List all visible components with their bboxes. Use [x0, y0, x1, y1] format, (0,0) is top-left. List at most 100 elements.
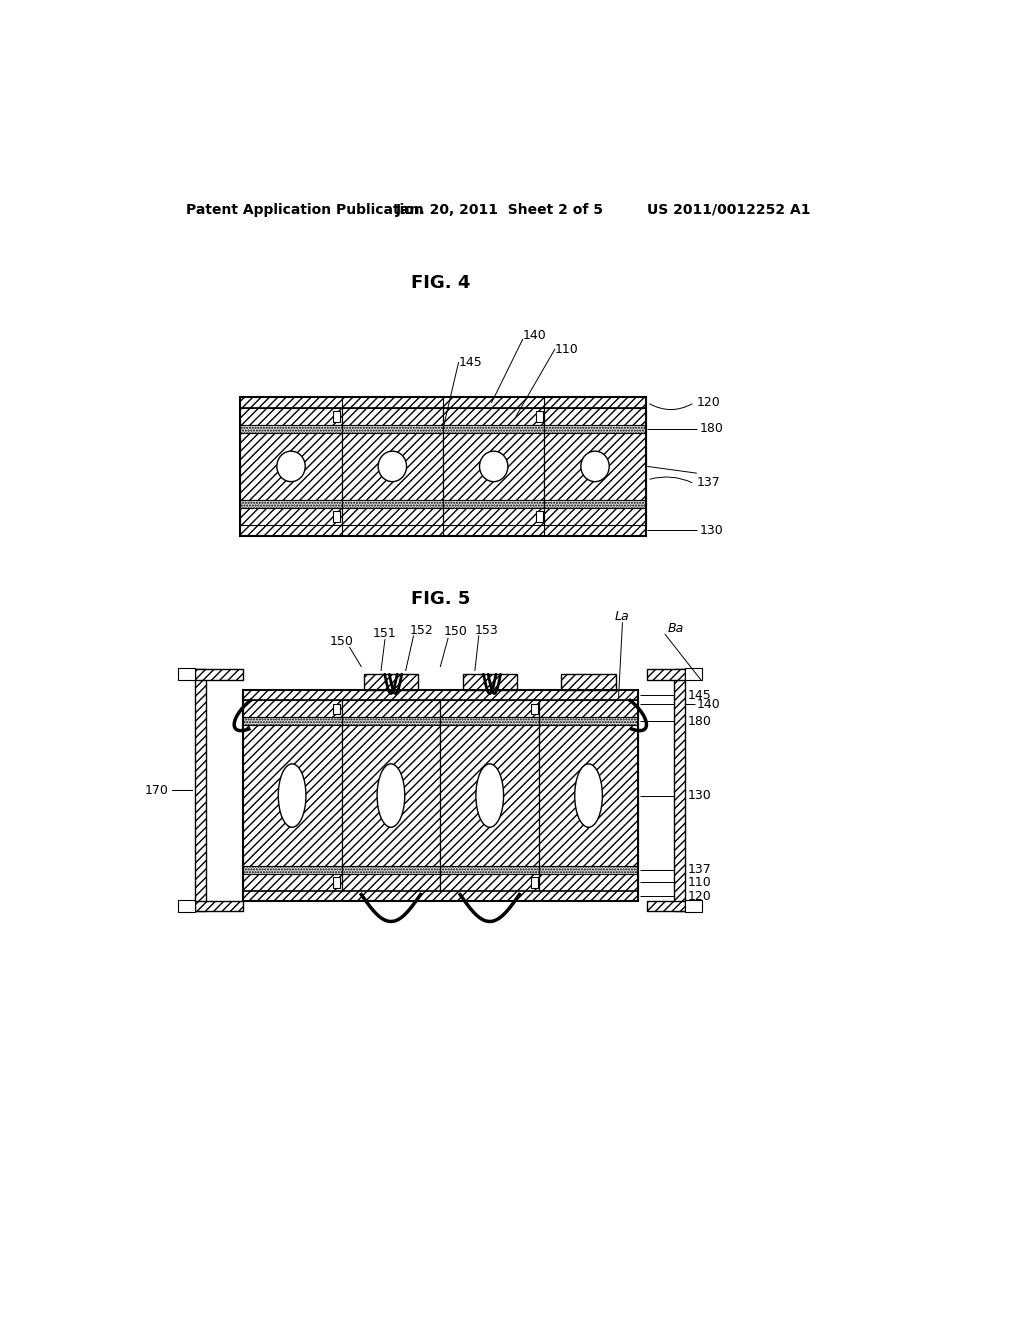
Bar — [647, 900, 685, 911]
Bar — [440, 866, 540, 874]
Bar — [342, 500, 443, 508]
Bar — [342, 701, 440, 718]
Ellipse shape — [377, 764, 404, 828]
Text: Jan. 20, 2011  Sheet 2 of 5: Jan. 20, 2011 Sheet 2 of 5 — [395, 203, 603, 216]
Text: 140: 140 — [522, 329, 547, 342]
Bar — [561, 675, 615, 689]
Bar — [342, 408, 443, 425]
Bar — [463, 675, 517, 689]
Text: 170: 170 — [144, 784, 168, 797]
Bar — [241, 508, 342, 525]
Bar — [545, 500, 646, 508]
Text: 137: 137 — [697, 475, 721, 488]
Text: 110: 110 — [555, 343, 579, 356]
Bar — [333, 511, 340, 521]
Bar — [443, 408, 545, 425]
Bar — [443, 508, 545, 525]
Text: 120: 120 — [687, 890, 712, 903]
Ellipse shape — [276, 451, 305, 482]
Bar — [364, 675, 418, 689]
Text: 140: 140 — [697, 698, 721, 711]
Text: FIG. 4: FIG. 4 — [411, 275, 470, 292]
Bar — [241, 408, 342, 425]
Bar — [243, 866, 342, 874]
Ellipse shape — [574, 764, 602, 828]
Bar — [443, 433, 545, 500]
Text: 150: 150 — [330, 635, 354, 648]
Bar — [342, 725, 440, 866]
Bar — [241, 525, 646, 536]
Bar — [540, 718, 638, 725]
Bar — [243, 874, 342, 891]
Bar — [243, 689, 638, 701]
Bar — [243, 891, 638, 902]
Bar — [178, 900, 196, 912]
Bar — [443, 500, 545, 508]
Text: La: La — [614, 610, 630, 623]
Text: 180: 180 — [687, 714, 712, 727]
Ellipse shape — [476, 764, 504, 828]
Bar — [440, 718, 540, 725]
Ellipse shape — [378, 451, 407, 482]
Bar — [241, 425, 342, 433]
Bar — [530, 704, 538, 714]
Text: 120: 120 — [697, 396, 721, 409]
Bar — [536, 511, 543, 521]
Bar — [540, 701, 638, 718]
Bar — [196, 669, 243, 680]
Text: 152: 152 — [410, 624, 433, 638]
Text: Ba: Ba — [668, 622, 684, 635]
Text: US 2011/0012252 A1: US 2011/0012252 A1 — [647, 203, 811, 216]
Bar — [241, 397, 646, 536]
Text: 151: 151 — [373, 627, 396, 640]
Bar — [342, 508, 443, 525]
Bar — [545, 433, 646, 500]
Bar — [178, 668, 196, 681]
Bar — [675, 669, 685, 911]
Text: 145: 145 — [459, 356, 482, 370]
Text: 137: 137 — [687, 863, 712, 876]
Bar — [540, 725, 638, 866]
Text: 150: 150 — [443, 626, 468, 639]
Bar — [241, 500, 342, 508]
Bar — [685, 668, 702, 681]
Text: 180: 180 — [699, 422, 723, 436]
Bar — [342, 433, 443, 500]
Bar — [536, 411, 543, 422]
Bar — [647, 669, 685, 680]
Bar — [333, 704, 340, 714]
Bar — [530, 876, 538, 887]
Bar — [440, 725, 540, 866]
Bar — [333, 411, 340, 422]
Ellipse shape — [581, 451, 609, 482]
Bar — [196, 669, 206, 911]
Ellipse shape — [279, 764, 306, 828]
Bar — [243, 689, 638, 902]
Bar — [241, 433, 342, 500]
Bar — [342, 874, 440, 891]
Bar — [243, 725, 342, 866]
Text: 153: 153 — [475, 624, 499, 638]
Bar — [243, 718, 342, 725]
Ellipse shape — [479, 451, 508, 482]
Text: Patent Application Publication: Patent Application Publication — [186, 203, 424, 216]
Bar — [243, 701, 342, 718]
Bar — [540, 866, 638, 874]
Text: 130: 130 — [699, 524, 723, 537]
Bar — [342, 718, 440, 725]
Bar — [333, 876, 340, 887]
Text: 145: 145 — [687, 689, 712, 702]
Bar — [545, 408, 646, 425]
Text: 130: 130 — [687, 789, 712, 803]
Bar — [545, 425, 646, 433]
Bar — [342, 866, 440, 874]
Bar — [443, 425, 545, 433]
Text: 110: 110 — [687, 875, 712, 888]
Bar — [241, 397, 646, 408]
Bar — [685, 900, 702, 912]
Bar — [545, 508, 646, 525]
Bar — [440, 701, 540, 718]
Bar — [342, 425, 443, 433]
Text: FIG. 5: FIG. 5 — [411, 590, 470, 607]
Bar — [540, 874, 638, 891]
